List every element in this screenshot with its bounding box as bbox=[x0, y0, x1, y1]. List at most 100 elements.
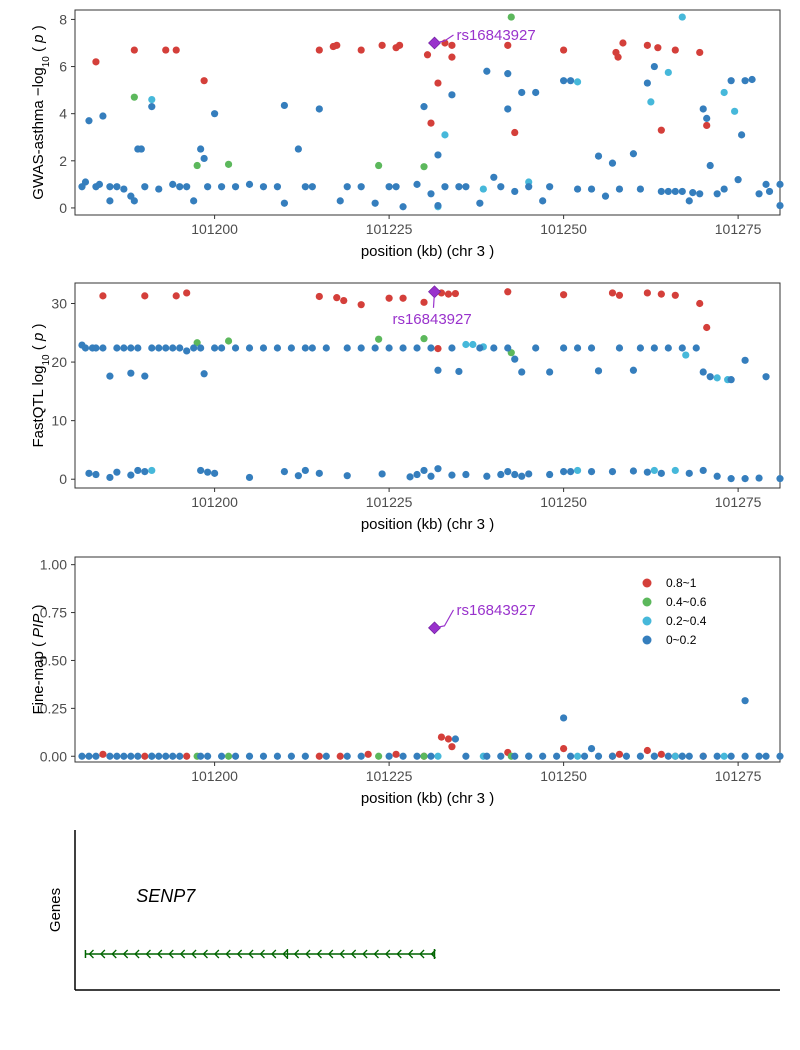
data-point bbox=[301, 752, 309, 760]
y-tick-label: 10 bbox=[51, 413, 67, 429]
legend-label: 0.8~1 bbox=[666, 576, 697, 590]
data-point bbox=[594, 367, 603, 375]
data-point bbox=[703, 121, 711, 130]
data-point bbox=[399, 752, 407, 760]
data-point bbox=[483, 67, 491, 75]
data-point bbox=[671, 466, 679, 475]
legend-swatch bbox=[642, 578, 652, 588]
data-point bbox=[392, 750, 400, 758]
data-point bbox=[120, 185, 128, 193]
data-point bbox=[629, 150, 638, 158]
data-point bbox=[573, 78, 582, 86]
data-point bbox=[622, 752, 631, 760]
data-point bbox=[99, 750, 107, 758]
data-point bbox=[343, 472, 351, 480]
data-point bbox=[525, 470, 533, 478]
data-point bbox=[525, 752, 533, 760]
data-point bbox=[703, 323, 711, 332]
data-point bbox=[560, 714, 568, 722]
data-point bbox=[608, 468, 617, 476]
data-point bbox=[511, 187, 519, 196]
data-point bbox=[504, 468, 512, 476]
data-point bbox=[434, 345, 442, 353]
x-axis-label: position (kb) (chr 3 ) bbox=[361, 516, 494, 533]
data-point bbox=[699, 752, 707, 760]
data-point bbox=[608, 159, 617, 167]
data-point bbox=[748, 75, 756, 84]
data-point bbox=[671, 46, 679, 54]
data-point bbox=[434, 151, 442, 159]
data-point bbox=[315, 752, 323, 760]
data-point bbox=[200, 154, 208, 163]
data-point bbox=[587, 185, 596, 193]
data-point bbox=[176, 752, 184, 760]
y-tick-label: 0.25 bbox=[40, 700, 67, 716]
x-tick-label: 101275 bbox=[715, 768, 762, 784]
data-point bbox=[685, 197, 693, 205]
lead-snp-marker bbox=[428, 36, 441, 50]
data-point bbox=[448, 344, 456, 352]
data-point bbox=[197, 344, 205, 352]
data-point bbox=[301, 183, 309, 191]
data-point bbox=[315, 469, 323, 477]
data-point bbox=[375, 752, 383, 760]
data-point bbox=[81, 344, 90, 352]
data-point bbox=[594, 752, 603, 760]
strand-arrow bbox=[88, 949, 94, 959]
data-point bbox=[193, 339, 201, 347]
legend-swatch bbox=[642, 635, 652, 645]
gwas-plot-frame bbox=[74, 9, 781, 216]
strand-arrow bbox=[339, 949, 345, 959]
data-point bbox=[106, 197, 114, 205]
data-point bbox=[706, 373, 714, 381]
data-point bbox=[650, 344, 658, 352]
data-point bbox=[85, 752, 93, 760]
data-point bbox=[455, 367, 463, 376]
data-point bbox=[566, 752, 575, 760]
data-point bbox=[678, 344, 686, 352]
data-point bbox=[224, 160, 233, 168]
data-point bbox=[280, 468, 289, 476]
data-point bbox=[200, 77, 208, 85]
data-point bbox=[504, 105, 512, 113]
data-point bbox=[120, 752, 128, 760]
data-point bbox=[573, 466, 582, 475]
data-point bbox=[259, 183, 268, 191]
legend-label: 0.2~0.4 bbox=[666, 614, 707, 628]
data-point bbox=[573, 752, 582, 760]
data-point bbox=[741, 475, 749, 483]
data-point bbox=[224, 752, 233, 760]
data-point bbox=[573, 344, 582, 352]
eqtl-plot-frame bbox=[74, 282, 781, 489]
data-point bbox=[696, 190, 704, 198]
data-point bbox=[204, 183, 212, 191]
data-point bbox=[357, 752, 365, 760]
data-point bbox=[504, 70, 512, 78]
strand-arrow bbox=[225, 949, 231, 959]
data-point bbox=[211, 344, 219, 352]
data-point bbox=[532, 344, 540, 352]
data-point bbox=[483, 472, 491, 480]
strand-arrow bbox=[350, 949, 357, 959]
y-axis-label-subscript: 10 bbox=[41, 354, 52, 366]
data-point bbox=[217, 752, 226, 760]
data-point bbox=[608, 289, 617, 297]
lead-snp-label: rs16843927 bbox=[392, 311, 471, 328]
data-point bbox=[127, 344, 135, 352]
data-point bbox=[308, 344, 316, 352]
data-point bbox=[532, 88, 540, 97]
data-point bbox=[696, 48, 704, 57]
data-point bbox=[176, 344, 184, 352]
data-point bbox=[427, 119, 435, 127]
x-tick-label: 101250 bbox=[540, 494, 587, 510]
data-point bbox=[671, 187, 679, 196]
data-point bbox=[434, 79, 442, 87]
data-point bbox=[127, 471, 135, 479]
data-point bbox=[696, 299, 704, 308]
data-point bbox=[560, 46, 568, 54]
data-point bbox=[162, 752, 170, 760]
data-point bbox=[315, 105, 323, 113]
data-point bbox=[176, 183, 184, 191]
data-point bbox=[315, 46, 323, 54]
data-point bbox=[134, 466, 142, 475]
